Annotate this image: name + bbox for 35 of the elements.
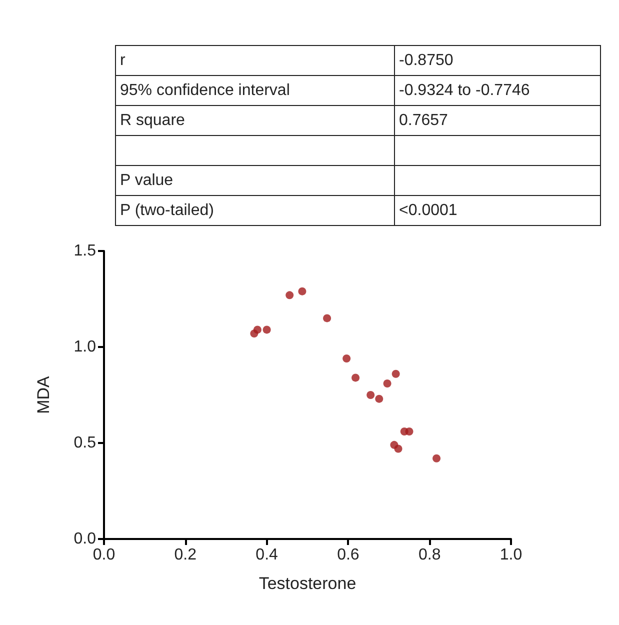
point xyxy=(286,291,294,300)
x-tick-label: 0.4 xyxy=(256,546,278,564)
point xyxy=(253,326,262,334)
x-tick-label: 0.2 xyxy=(174,546,197,564)
x-tick-label: 0.6 xyxy=(337,546,360,564)
point xyxy=(383,379,392,388)
x-tick-label: 0.8 xyxy=(418,546,441,564)
y-tick-label: 0.0 xyxy=(74,530,96,548)
text: R square xyxy=(120,112,185,128)
y-tick-label: 1.0 xyxy=(74,338,96,356)
point xyxy=(390,440,398,449)
text: -0.9324 to -0.7746 xyxy=(399,82,530,98)
text: r xyxy=(120,52,126,68)
text: 95% confidence interval xyxy=(120,82,290,98)
text: -0.8750 xyxy=(399,52,454,68)
text: P value xyxy=(120,172,174,188)
point xyxy=(352,374,360,382)
y-axis-title: MDA xyxy=(34,375,53,414)
point xyxy=(342,354,351,363)
x-tick-label: 0.0 xyxy=(92,546,116,564)
point xyxy=(432,454,441,462)
point xyxy=(366,391,375,399)
point xyxy=(375,394,384,403)
text: 0.7657 xyxy=(399,112,448,128)
x-axis-title: Testosterone xyxy=(258,574,356,593)
point xyxy=(298,287,306,296)
point xyxy=(405,427,414,436)
point xyxy=(323,314,332,322)
y-tick-label: 1.5 xyxy=(74,242,96,260)
text: <0.0001 xyxy=(399,202,458,218)
y-tick-label: 0.5 xyxy=(74,434,96,452)
point xyxy=(392,370,400,378)
point xyxy=(262,326,271,334)
x-tick-label: 1.0 xyxy=(500,546,522,564)
text: P (two-tailed) xyxy=(120,202,214,218)
